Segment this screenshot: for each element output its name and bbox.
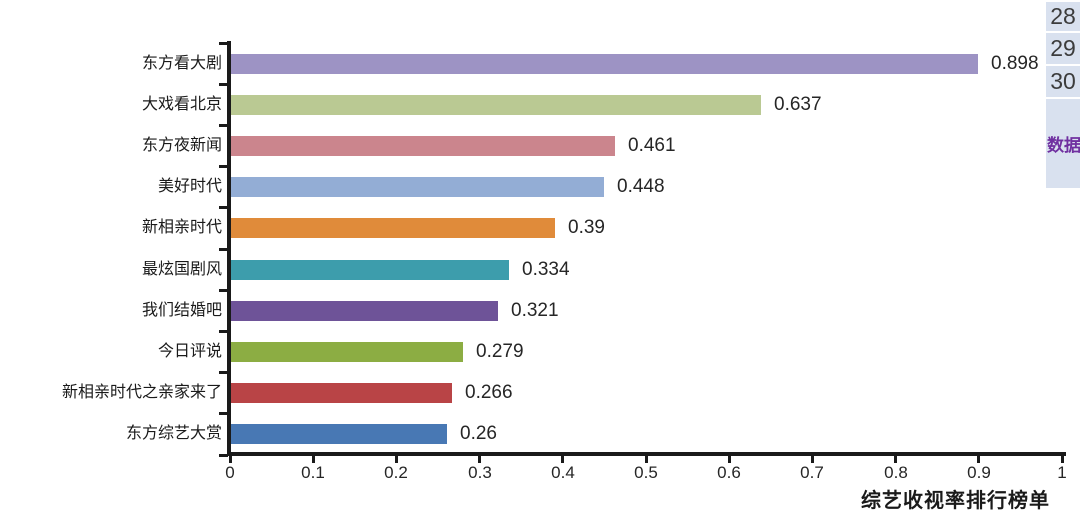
x-axis-tick-label: 0.9 <box>967 463 991 482</box>
bar <box>231 54 978 74</box>
y-axis-tick <box>219 124 228 127</box>
bar <box>231 95 761 115</box>
category-label: 我们结婚吧 <box>141 302 222 319</box>
category-label: 新相亲时代之亲家来了 <box>61 384 222 401</box>
value-label: 0.448 <box>617 176 665 197</box>
x-axis-tick <box>894 456 897 463</box>
y-axis-tick <box>219 330 228 333</box>
y-axis-tick <box>219 289 228 292</box>
row-number-cell[interactable]: 30 <box>1046 66 1080 97</box>
x-axis-tick <box>312 456 315 463</box>
category-label: 最炫国剧风 <box>141 261 222 278</box>
x-axis-tick <box>811 456 814 463</box>
x-axis-tick-label: 0.3 <box>468 463 492 482</box>
value-label: 0.266 <box>465 382 513 403</box>
x-axis-tick-label: 0.2 <box>384 463 408 482</box>
category-label: 东方夜新闻 <box>141 137 222 154</box>
x-axis-line <box>227 452 1066 456</box>
y-axis-line <box>227 41 231 456</box>
spreadsheet-row-gutter: 28 29 30 数据 <box>1046 2 1080 188</box>
value-label: 0.26 <box>460 423 497 444</box>
x-axis-tick-label: 0.5 <box>634 463 658 482</box>
bar <box>231 218 555 238</box>
value-label: 0.39 <box>568 217 605 238</box>
x-axis-tick <box>728 456 731 463</box>
category-label: 大戏看北京 <box>141 96 222 113</box>
y-axis-tick <box>219 165 228 168</box>
category-label: 新相亲时代 <box>141 219 222 236</box>
x-axis-tick <box>478 456 481 463</box>
category-label: 东方看大剧 <box>141 55 222 72</box>
spreadsheet-cell-text[interactable]: 数据 <box>1046 99 1080 188</box>
y-axis-tick <box>219 454 228 457</box>
value-label: 0.334 <box>522 259 570 280</box>
bar <box>231 424 447 444</box>
y-axis-tick <box>219 42 228 45</box>
x-axis-tick-label: 0.8 <box>884 463 908 482</box>
x-axis-tick-label: 1 <box>1057 463 1067 482</box>
value-label: 0.279 <box>476 341 524 362</box>
x-axis-tick <box>1061 456 1064 463</box>
value-label: 0.637 <box>774 94 822 115</box>
y-axis-tick <box>219 206 228 209</box>
x-axis-title: 综艺收视率排行榜单 <box>861 490 1050 512</box>
value-label: 0.461 <box>628 135 676 156</box>
bar <box>231 342 463 362</box>
y-axis-tick <box>219 412 228 415</box>
y-axis-tick <box>219 83 228 86</box>
bar <box>231 383 452 403</box>
x-axis-tick <box>561 456 564 463</box>
bar <box>231 301 498 321</box>
category-label: 东方综艺大赏 <box>125 425 222 442</box>
category-label: 今日评说 <box>157 343 222 360</box>
bar <box>231 260 509 280</box>
value-label: 0.898 <box>991 53 1039 74</box>
x-axis-tick <box>395 456 398 463</box>
x-axis-tick <box>645 456 648 463</box>
row-number-cell[interactable]: 29 <box>1046 33 1080 64</box>
y-axis-tick <box>219 248 228 251</box>
bar <box>231 177 604 197</box>
value-label: 0.321 <box>511 300 559 321</box>
x-axis-tick <box>229 456 232 463</box>
row-number-cell[interactable]: 28 <box>1046 2 1080 31</box>
x-axis-tick-label: 0.6 <box>717 463 741 482</box>
x-axis-tick-label: 0.4 <box>551 463 575 482</box>
category-label: 美好时代 <box>157 178 222 195</box>
bar <box>231 136 615 156</box>
y-axis-tick <box>219 371 228 374</box>
x-axis-tick <box>977 456 980 463</box>
x-axis-tick-label: 0 <box>225 463 235 482</box>
x-axis-tick-label: 0.1 <box>301 463 325 482</box>
x-axis-tick-label: 0.7 <box>800 463 824 482</box>
